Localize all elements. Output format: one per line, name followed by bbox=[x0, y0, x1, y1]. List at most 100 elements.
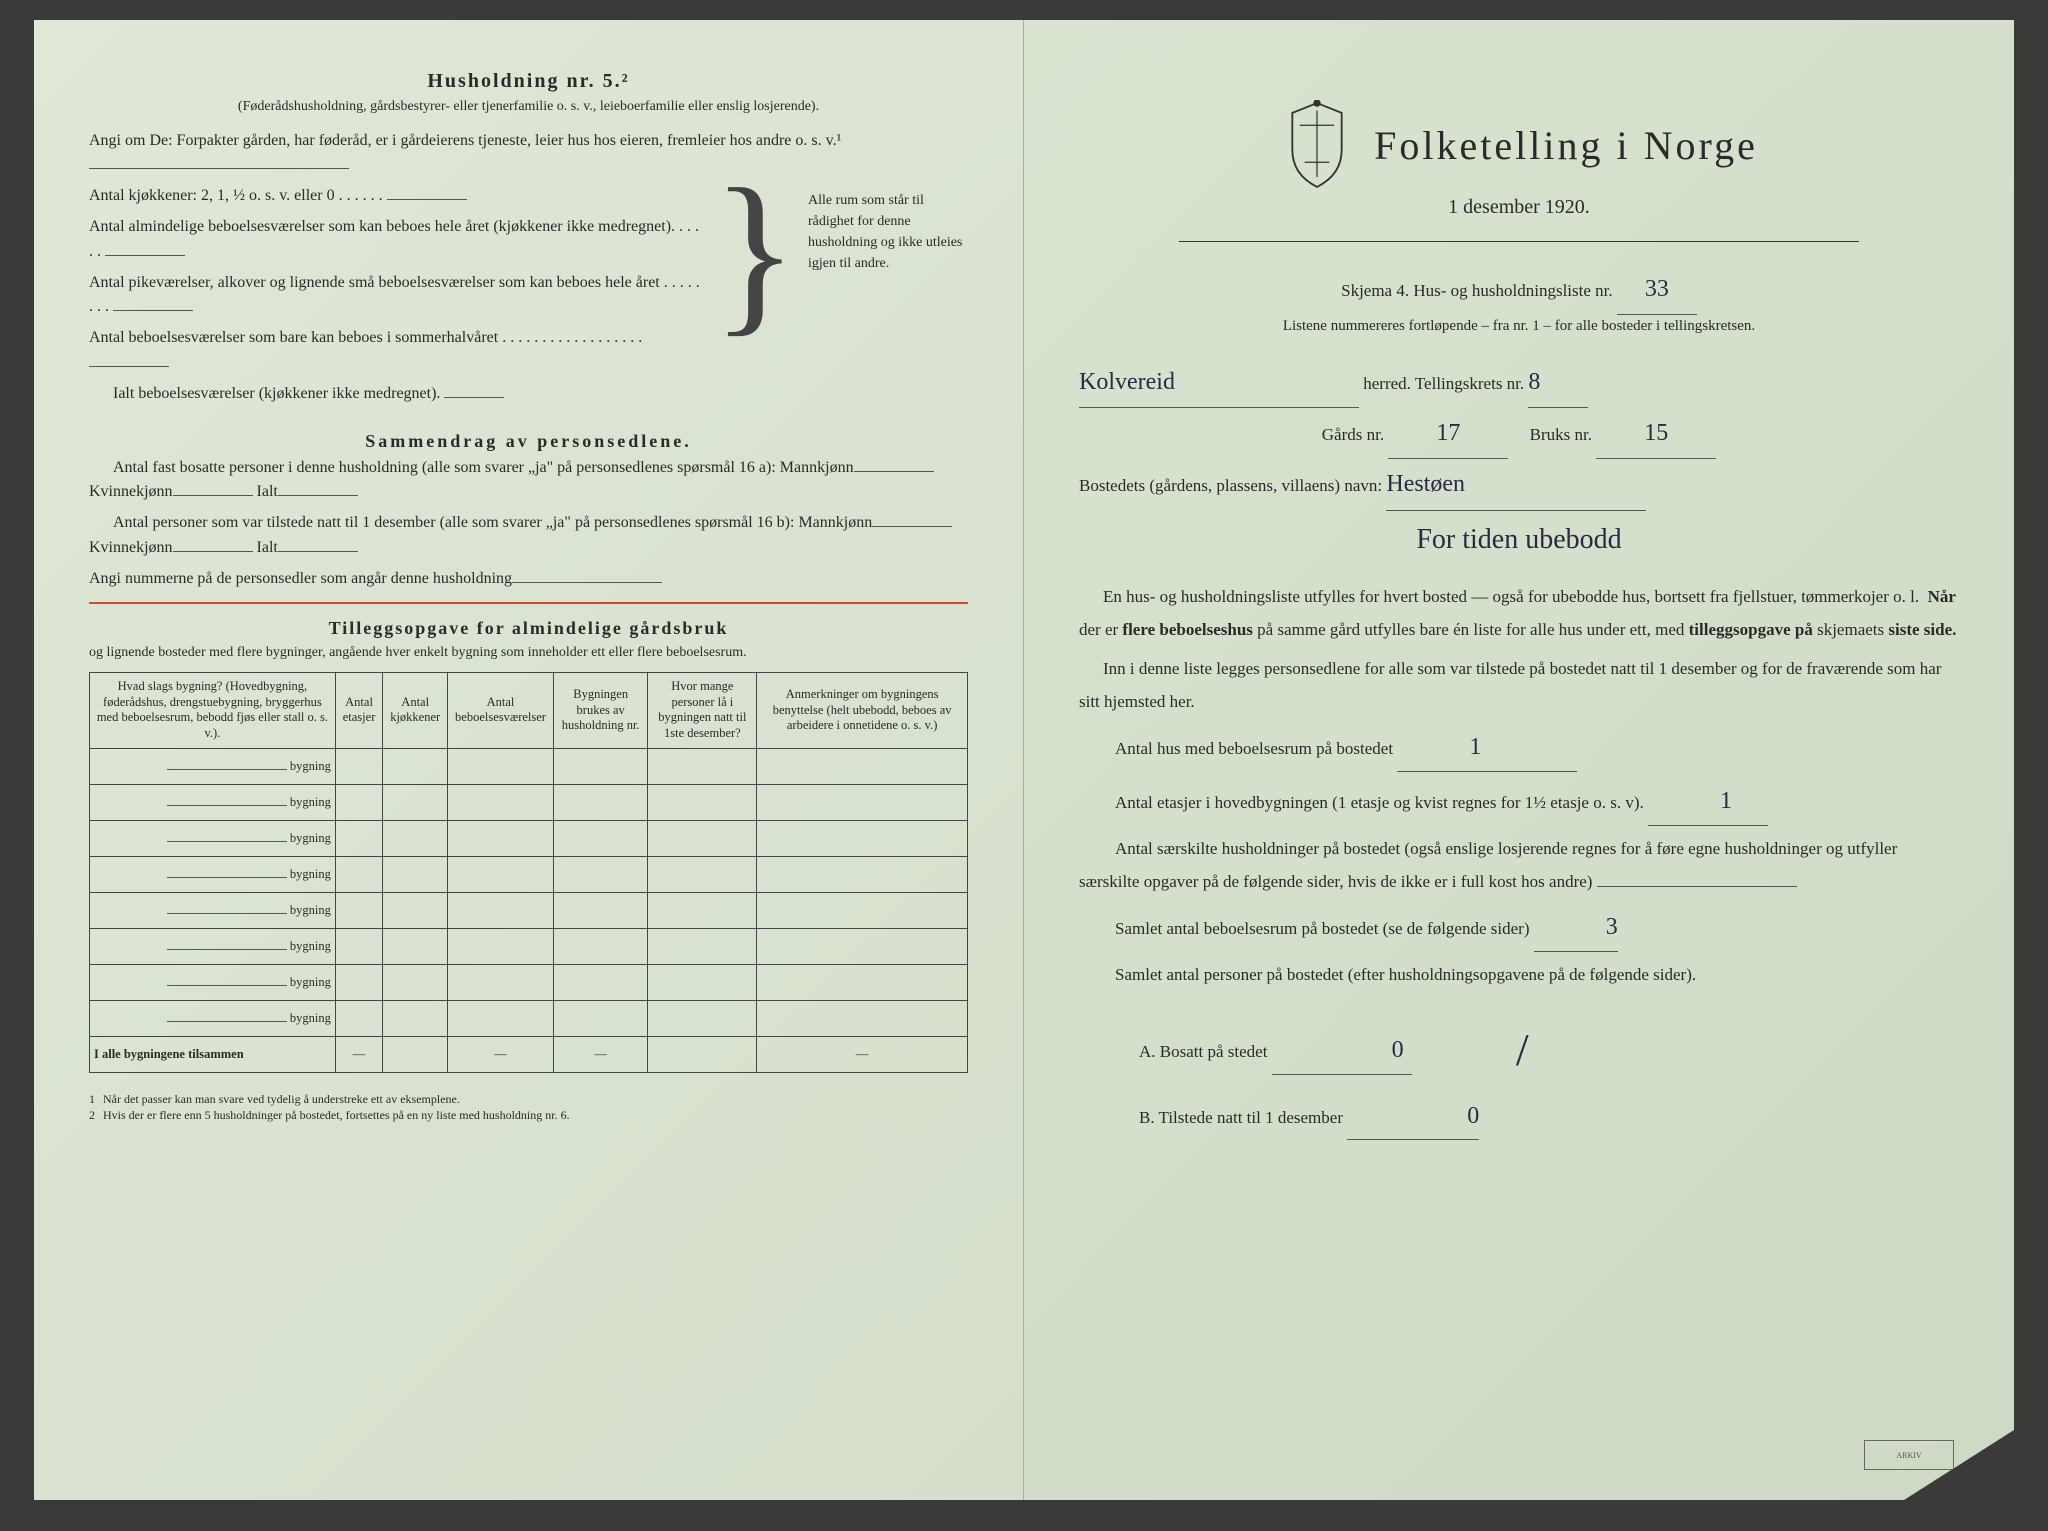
table-row: bygning bbox=[90, 928, 968, 964]
qA-value: 0 bbox=[1332, 1027, 1404, 1074]
building-table: Hvad slags bygning? (Hovedbygning, føder… bbox=[89, 672, 968, 1073]
table-cell: — bbox=[757, 1036, 968, 1072]
table-cell bbox=[757, 964, 968, 1000]
table-cell bbox=[448, 856, 554, 892]
table-cell bbox=[335, 928, 382, 964]
summary-heading: Sammendrag av personsedlene. bbox=[89, 431, 968, 452]
table-cell bbox=[448, 928, 554, 964]
table-cell bbox=[757, 892, 968, 928]
footnote-num: 2 bbox=[89, 1107, 95, 1124]
table-cell bbox=[757, 748, 968, 784]
table-cell bbox=[648, 856, 757, 892]
list-number: 33 bbox=[1645, 264, 1669, 314]
table-cell bbox=[553, 820, 648, 856]
stamp-mark: ARKIV bbox=[1864, 1440, 1954, 1470]
row-label: bygning bbox=[90, 928, 336, 964]
right-body: En hus- og husholdningsliste utfylles fo… bbox=[1079, 580, 1959, 1141]
table-header: Hvad slags bygning? (Hovedbygning, føder… bbox=[90, 673, 336, 749]
table-row: bygning bbox=[90, 892, 968, 928]
brace-text: Alle rum som står til rådighet for denne… bbox=[808, 184, 968, 274]
table-row: bygning bbox=[90, 784, 968, 820]
table-row: bygning bbox=[90, 1000, 968, 1036]
table-cell bbox=[335, 892, 382, 928]
q2-line: Antal etasjer i hovedbygningen (1 etasje… bbox=[1079, 778, 1959, 826]
table-row: bygning bbox=[90, 856, 968, 892]
table-cell bbox=[648, 928, 757, 964]
title-row: Folketelling i Norge bbox=[1079, 100, 1959, 190]
census-title: Folketelling i Norge bbox=[1374, 122, 1758, 169]
census-date: 1 desember 1920. bbox=[1079, 196, 1959, 219]
row-label: bygning bbox=[90, 892, 336, 928]
table-cell bbox=[553, 892, 648, 928]
summary-p1: Antal fast bosatte personer i denne hush… bbox=[89, 456, 968, 506]
brace-icon: } bbox=[712, 184, 798, 319]
table-cell bbox=[448, 784, 554, 820]
left-page: Husholdning nr. 5.² (Føderådshusholdning… bbox=[34, 20, 1024, 1500]
table-cell bbox=[648, 1000, 757, 1036]
kitchens-line: Antal kjøkkener: 2, 1, ½ o. s. v. eller … bbox=[89, 184, 702, 209]
crest-icon bbox=[1280, 100, 1354, 190]
table-cell bbox=[648, 1036, 757, 1072]
table-cell bbox=[553, 964, 648, 1000]
table-cell bbox=[448, 964, 554, 1000]
rooms-line-2: Antal pikeværelser, alkover og lignende … bbox=[89, 271, 702, 321]
gards-value: 17 bbox=[1436, 408, 1460, 458]
table-cell bbox=[383, 1036, 448, 1072]
row-label: bygning bbox=[90, 748, 336, 784]
table-row: bygning bbox=[90, 748, 968, 784]
table-cell bbox=[757, 928, 968, 964]
herred-value: Kolvereid bbox=[1079, 357, 1175, 407]
table-cell bbox=[383, 964, 448, 1000]
q1-value: 1 bbox=[1433, 724, 1481, 771]
table-sum-row: I alle bygningene tilsammen———— bbox=[90, 1036, 968, 1072]
intro-paragraph: Angi om De: Forpakter gården, har føderå… bbox=[89, 129, 968, 179]
rooms-line-1: Antal almindelige beboelsesværelser som … bbox=[89, 215, 702, 265]
q3-line: Antal særskilte husholdninger på bostede… bbox=[1079, 832, 1959, 898]
table-header: Antal etasjer bbox=[335, 673, 382, 749]
qB-line: B. Tilstede natt til 1 desember 0 bbox=[1079, 1093, 1959, 1141]
document-spread: Husholdning nr. 5.² (Føderådshusholdning… bbox=[34, 20, 2014, 1500]
table-cell bbox=[648, 748, 757, 784]
household-heading: Husholdning nr. 5.² bbox=[89, 70, 968, 93]
table-cell bbox=[648, 784, 757, 820]
table-row: bygning bbox=[90, 964, 968, 1000]
table-cell: — bbox=[448, 1036, 554, 1072]
household-subtitle: (Føderådshusholdning, gårdsbestyrer- ell… bbox=[119, 97, 938, 117]
table-cell bbox=[448, 748, 554, 784]
table-cell bbox=[383, 820, 448, 856]
table-cell bbox=[553, 1000, 648, 1036]
red-underline bbox=[89, 602, 968, 604]
footnote-num: 1 bbox=[89, 1091, 95, 1108]
table-header: Antal kjøkkener bbox=[383, 673, 448, 749]
table-header: Bygningen brukes av husholdning nr. bbox=[553, 673, 648, 749]
sum-label: I alle bygningene tilsammen bbox=[90, 1036, 336, 1072]
table-cell bbox=[335, 964, 382, 1000]
q5-line: Samlet antal personer på bostedet (efter… bbox=[1079, 958, 1959, 991]
table-cell bbox=[648, 964, 757, 1000]
table-header: Anmerkninger om bygningens benyttelse (h… bbox=[757, 673, 968, 749]
table-cell bbox=[335, 784, 382, 820]
bruks-value: 15 bbox=[1644, 408, 1668, 458]
row-label: bygning bbox=[90, 784, 336, 820]
slash-mark: / bbox=[1456, 1005, 1529, 1095]
table-cell bbox=[383, 892, 448, 928]
table-cell bbox=[553, 748, 648, 784]
table-cell bbox=[335, 856, 382, 892]
tillegg-sub: og lignende bosteder med flere bygninger… bbox=[89, 643, 968, 663]
table-header: Hvor mange personer lå i bygningen natt … bbox=[648, 673, 757, 749]
right-page: Folketelling i Norge 1 desember 1920. Sk… bbox=[1024, 20, 2014, 1500]
q4-line: Samlet antal beboelsesrum på bostedet (s… bbox=[1079, 904, 1959, 952]
table-cell: — bbox=[335, 1036, 382, 1072]
intro-blank bbox=[89, 168, 349, 169]
title-rule bbox=[1179, 241, 1859, 242]
table-cell bbox=[648, 820, 757, 856]
table-row: bygning bbox=[90, 820, 968, 856]
footnotes: 1Når det passer kan man svare ved tydeli… bbox=[89, 1091, 968, 1125]
table-cell bbox=[553, 856, 648, 892]
table-cell bbox=[383, 1000, 448, 1036]
q4-value: 3 bbox=[1570, 904, 1618, 951]
table-cell bbox=[757, 1000, 968, 1036]
rooms-line-3: Antal beboelsesværelser som bare kan beb… bbox=[89, 326, 702, 376]
bosted-line: Bostedets (gårdens, plassens, villaens) … bbox=[1079, 459, 1959, 510]
listene-note: Listene nummereres fortløpende – fra nr.… bbox=[1079, 315, 1959, 338]
